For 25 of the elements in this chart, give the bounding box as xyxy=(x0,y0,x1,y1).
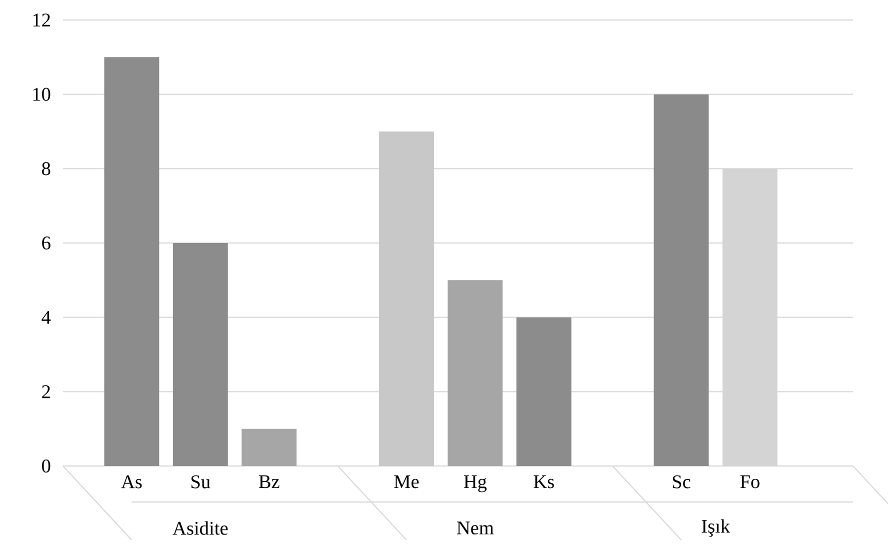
x-tick-label: Hg xyxy=(464,475,487,492)
text: Işık xyxy=(702,519,730,537)
bar xyxy=(104,57,160,466)
y-tick-label: 10 xyxy=(33,88,50,101)
bar xyxy=(448,280,503,466)
y-tick-label: 6 xyxy=(42,236,50,250)
bar xyxy=(379,132,434,466)
y-tick-label: 0 xyxy=(42,459,50,473)
x-tick-label: Ks xyxy=(534,475,554,488)
text: Asidite xyxy=(172,521,228,535)
x-tick-label: Bz xyxy=(258,475,280,488)
bar xyxy=(242,428,297,466)
x-tick-label: As xyxy=(121,475,142,488)
x-tick-label: Su xyxy=(191,475,210,488)
x-tick-label: Fo xyxy=(740,475,760,488)
y-tick-label: 2 xyxy=(42,385,50,398)
y-tick-label: 8 xyxy=(42,162,50,176)
x-tick-label: Sc xyxy=(672,475,690,488)
bar xyxy=(654,94,709,466)
bar xyxy=(516,317,572,466)
y-tick-label: 4 xyxy=(42,310,51,324)
text: Nem xyxy=(456,522,494,534)
x-tick-label: Me xyxy=(394,475,419,488)
y-tick-label: 12 xyxy=(33,14,50,26)
bar xyxy=(172,243,228,466)
